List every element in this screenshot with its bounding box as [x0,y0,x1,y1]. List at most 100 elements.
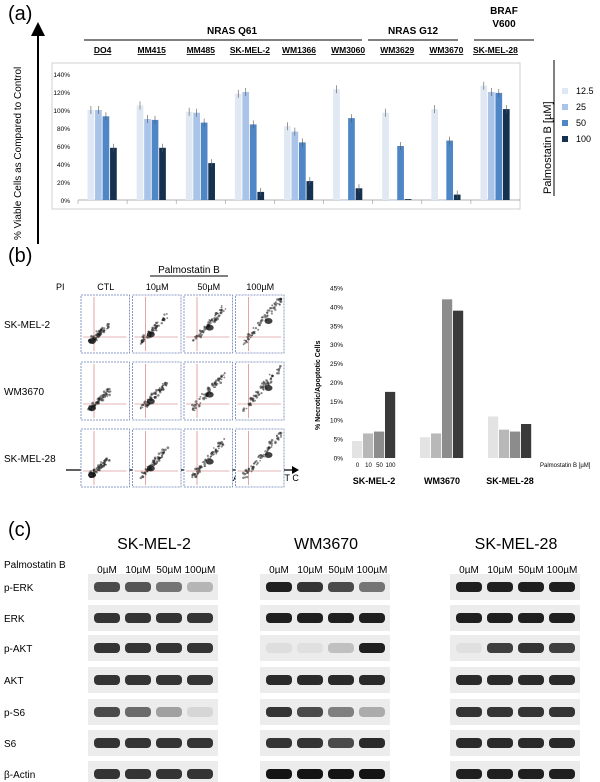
blot-band [187,613,213,623]
a-ytick-label: 60% [57,144,70,151]
cell-line-label: MM415 [137,45,166,55]
b-group-label: SK-MEL-2 [353,476,396,486]
a-bar [404,199,412,200]
blot-band [359,769,385,779]
blot-band [487,613,513,623]
blot-band [487,769,513,779]
a-ytick-label: 140% [53,72,70,79]
b-bar [352,441,363,458]
panel-a-plot-frame [51,62,521,210]
b-ytick-label: 35% [330,323,343,330]
blot-dose-label: 0µM [459,565,479,576]
flow-column-label: 100µM [246,282,274,292]
legend-label-12-5: 12.5 [576,86,594,96]
legend-swatch-12-5 [562,88,568,94]
b-bar [374,431,385,458]
blot-band [549,675,575,685]
blot-band [487,707,513,717]
blot-band [328,613,354,623]
blot-band [456,582,482,592]
blot-band [187,769,213,779]
blot-band [518,643,544,653]
blot-band [94,643,120,653]
b-ytick-label: 40% [330,304,343,311]
a-bar [438,200,446,201]
blot-band [359,738,385,748]
cell-line-label: SK-MEL-28 [473,45,518,55]
a-bar [284,126,291,200]
blot-band [456,738,482,748]
b-dose-label: 0 [356,463,360,469]
flow-pi-label: PI [56,282,65,292]
flow-plot [132,294,182,354]
a-bar [306,181,314,200]
blot-strip [450,574,580,600]
cell-line-label: WM3629 [380,45,414,55]
a-bar [249,124,257,200]
blot-band [94,738,120,748]
b-dose-label: 100 [385,463,396,469]
blot-protein-label: p-ERK [4,583,34,594]
a-bar [136,105,144,200]
a-ytick-label: 80% [57,126,70,133]
a-bar [257,191,265,200]
blot-protein-label: ERK [4,614,25,625]
blot-band [359,613,385,623]
b-bar [521,424,532,458]
b-bar [431,433,442,458]
b-ytick-label: 20% [330,380,343,387]
a-bar [348,118,355,200]
blot-strip [450,635,580,661]
a-ytick-label: 20% [57,180,70,187]
b-bar [499,429,510,458]
blot-protein-label: AKT [4,676,23,687]
blot-band [328,582,354,592]
blot-band [297,738,323,748]
flow-column-label: 10µM [146,282,169,292]
blot-band [518,675,544,685]
blot-dose-label: 100µM [357,565,388,576]
blot-band [518,769,544,779]
blot-band [266,738,292,748]
blot-dose-label: 100µM [185,565,216,576]
b-group-label: WM3670 [424,476,460,486]
blot-band [125,707,151,717]
b-bar [363,433,374,458]
blot-band [549,738,575,748]
a-bar [151,119,159,200]
blot-band [518,738,544,748]
blot-strip [88,635,218,661]
blot-band [328,643,354,653]
blot-band [187,707,213,717]
flow-plot [235,294,285,354]
blot-dose-label: 10µM [297,565,322,576]
blot-band [518,582,544,592]
blot-band [297,769,323,779]
flow-plot [235,361,285,421]
cell-line-label: WM3060 [331,45,365,55]
blot-band [456,643,482,653]
blot-band [549,643,575,653]
blot-cell-line-header: WM3670 [294,536,358,553]
blot-strip [260,699,390,725]
group-nras-g12: NRAS G12 [388,26,438,37]
a-bar [87,110,95,200]
blot-band [266,613,292,623]
blot-band [328,707,354,717]
blot-band [297,707,323,717]
blot-band [549,707,575,717]
blot-band [549,769,575,779]
a-bar [299,142,306,200]
b-dose-label: 10 [365,463,372,469]
blot-band [125,769,151,779]
blot-cell-line-header: SK-MEL-28 [475,536,558,553]
a-ytick-label: 40% [57,162,70,169]
b-bar [453,310,464,458]
b-ytick-label: 10% [330,418,343,425]
blot-strip [88,605,218,631]
blot-band [187,738,213,748]
b-dose-axis-label: Palmostatin B [µM] [540,463,591,469]
a-bar [495,92,503,200]
blot-strip [260,635,390,661]
b-ytick-label: 45% [330,286,343,293]
